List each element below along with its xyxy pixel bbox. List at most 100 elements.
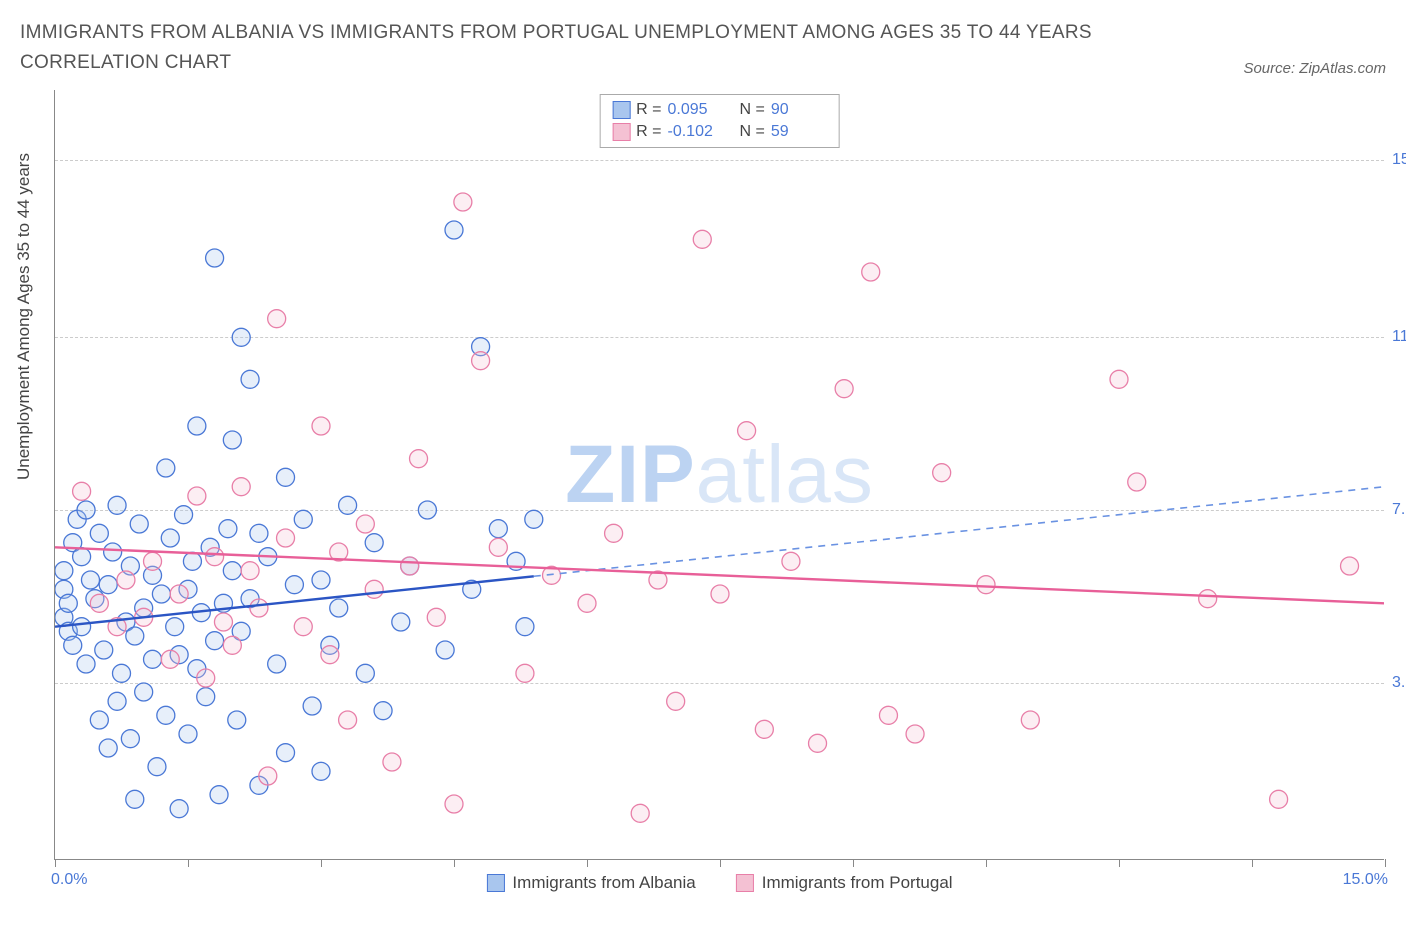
data-point — [516, 618, 534, 636]
y-axis-label: Unemployment Among Ages 35 to 44 years — [14, 153, 34, 480]
data-point — [294, 510, 312, 528]
data-point — [631, 804, 649, 822]
data-point — [711, 585, 729, 603]
r-value-portugal: -0.102 — [668, 123, 724, 141]
data-point — [108, 692, 126, 710]
data-point — [64, 636, 82, 654]
data-point — [104, 543, 122, 561]
data-point — [312, 417, 330, 435]
data-point — [197, 669, 215, 687]
data-point — [241, 370, 259, 388]
data-point — [250, 599, 268, 617]
data-point — [126, 790, 144, 808]
data-point — [99, 739, 117, 757]
data-point — [454, 193, 472, 211]
data-point — [228, 711, 246, 729]
data-point — [738, 422, 756, 440]
data-point — [77, 655, 95, 673]
data-point — [90, 594, 108, 612]
data-point — [219, 520, 237, 538]
data-point — [188, 417, 206, 435]
data-point — [383, 753, 401, 771]
data-point — [161, 650, 179, 668]
y-tick-label: 3.8% — [1392, 674, 1406, 692]
data-point — [321, 646, 339, 664]
data-point — [241, 562, 259, 580]
y-tick-label: 11.2% — [1392, 328, 1406, 346]
data-point — [294, 618, 312, 636]
data-point — [210, 786, 228, 804]
legend-row-albania: R = 0.095 N = 90 — [608, 99, 831, 121]
scatter-svg — [55, 90, 1384, 859]
data-point — [339, 496, 357, 514]
data-point — [170, 800, 188, 818]
y-tick-label: 15.0% — [1392, 151, 1406, 169]
data-point — [445, 221, 463, 239]
data-point — [1341, 557, 1359, 575]
data-point — [117, 571, 135, 589]
data-point — [214, 613, 232, 631]
data-point — [81, 571, 99, 589]
data-point — [525, 510, 543, 528]
x-axis-min: 0.0% — [51, 871, 87, 889]
data-point — [356, 515, 374, 533]
data-point — [223, 636, 241, 654]
source-attribution: Source: ZipAtlas.com — [1243, 60, 1386, 77]
legend-label-albania: Immigrants from Albania — [512, 873, 695, 893]
swatch-albania-bottom — [486, 874, 504, 892]
data-point — [667, 692, 685, 710]
data-point — [312, 762, 330, 780]
data-point — [161, 529, 179, 547]
data-point — [1128, 473, 1146, 491]
data-point — [59, 594, 77, 612]
data-point — [605, 524, 623, 542]
data-point — [285, 576, 303, 594]
correlation-legend: R = 0.095 N = 90 R = -0.102 N = 59 — [599, 94, 840, 148]
data-point — [144, 650, 162, 668]
legend-row-portugal: R = -0.102 N = 59 — [608, 121, 831, 143]
data-point — [55, 562, 73, 580]
swatch-albania — [612, 101, 630, 119]
data-point — [197, 688, 215, 706]
data-point — [330, 599, 348, 617]
data-point — [365, 534, 383, 552]
data-point — [157, 706, 175, 724]
data-point — [259, 767, 277, 785]
data-point — [223, 562, 241, 580]
data-point — [436, 641, 454, 659]
data-point — [152, 585, 170, 603]
data-point — [206, 632, 224, 650]
data-point — [418, 501, 436, 519]
data-point — [427, 608, 445, 626]
chart-plot-area: ZIPatlas R = 0.095 N = 90 R = -0.102 N =… — [54, 90, 1384, 860]
data-point — [356, 664, 374, 682]
data-point — [223, 431, 241, 449]
data-point — [183, 552, 201, 570]
data-point — [232, 478, 250, 496]
data-point — [401, 557, 419, 575]
data-point — [303, 697, 321, 715]
legend-item-portugal: Immigrants from Portugal — [736, 873, 953, 893]
data-point — [933, 464, 951, 482]
chart-title: IMMIGRANTS FROM ALBANIA VS IMMIGRANTS FR… — [20, 18, 1226, 79]
data-point — [144, 552, 162, 570]
data-point — [365, 580, 383, 598]
data-point — [809, 734, 827, 752]
data-point — [277, 468, 295, 486]
data-point — [268, 655, 286, 673]
data-point — [835, 380, 853, 398]
data-point — [862, 263, 880, 281]
data-point — [410, 450, 428, 468]
data-point — [516, 664, 534, 682]
data-point — [148, 758, 166, 776]
data-point — [73, 618, 91, 636]
data-point — [578, 594, 596, 612]
data-point — [179, 725, 197, 743]
x-axis-max: 15.0% — [1343, 871, 1388, 889]
data-point — [489, 520, 507, 538]
swatch-portugal — [612, 123, 630, 141]
data-point — [121, 730, 139, 748]
data-point — [90, 711, 108, 729]
y-tick-label: 7.5% — [1392, 501, 1406, 519]
data-point — [170, 585, 188, 603]
